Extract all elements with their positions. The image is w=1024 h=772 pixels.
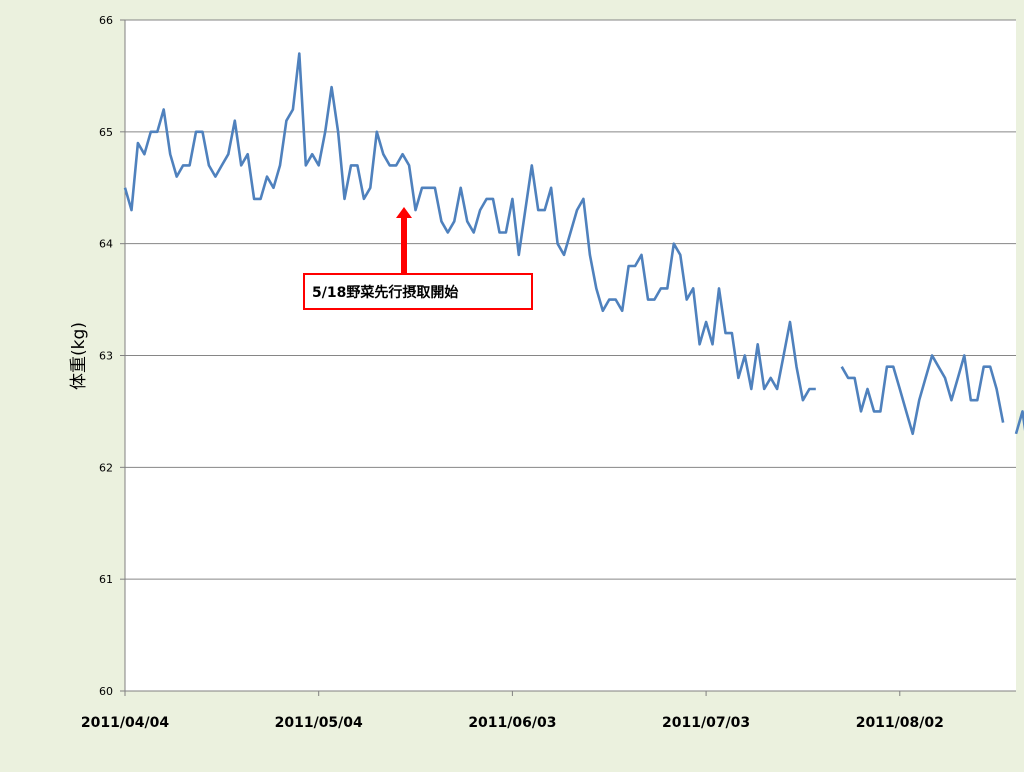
series-lines [123,52,1024,436]
y-tick-label: 60 [99,685,113,698]
y-tick-label: 61 [99,573,113,586]
y-tick-label: 66 [99,14,113,27]
y-tick-label: 64 [99,238,113,251]
x-axis-ticks: 2011/04/04 2011/05/04 2011/06/03 2011/07/03… [81,691,944,731]
series-line-segment [123,52,816,402]
y-axis-ticks: 60 61 62 63 64 65 66 [99,14,125,698]
x-tick-label: 2011/04/04 [81,715,169,731]
x-tick-label: 2011/07/03 [662,715,750,731]
y-axis-label: 体重(kg) [69,322,89,390]
x-tick-label: 2011/08/02 [856,715,944,731]
series-line-segment [840,354,1005,436]
annotation-text: 5/18野菜先行摂取開始 [312,284,458,301]
annotation-arrow-head [396,207,412,218]
y-tick-label: 63 [99,350,113,363]
x-tick-label: 2011/05/04 [275,715,363,731]
grid-lines [125,19,1016,580]
x-tick-label: 2011/06/03 [468,715,556,731]
y-tick-label: 65 [99,126,113,139]
series-line-segment [1014,410,1024,435]
y-tick-label: 62 [99,461,113,474]
annotation-box [303,273,533,310]
